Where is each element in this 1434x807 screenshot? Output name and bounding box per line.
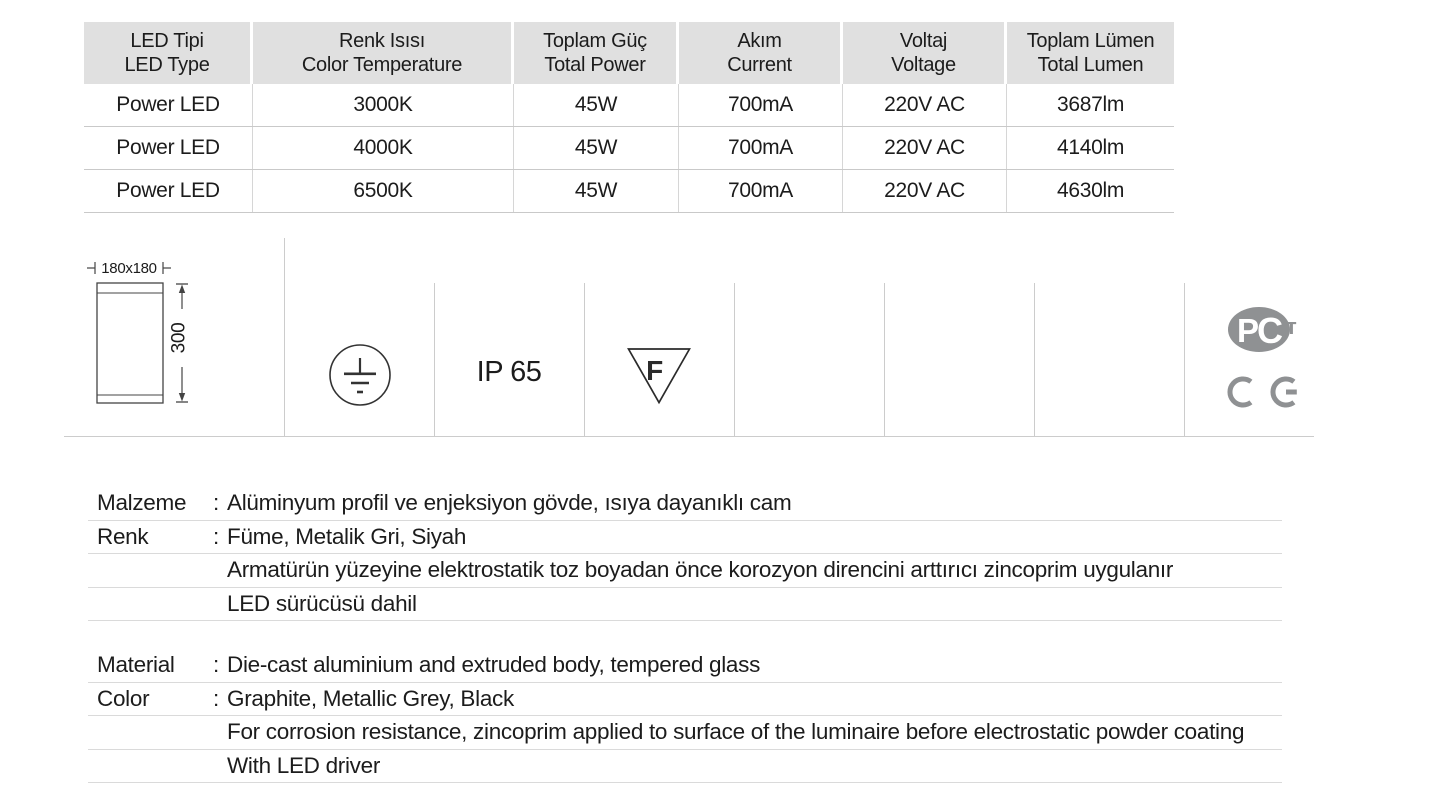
spec-line: Color : Graphite, Metallic Grey, Black xyxy=(88,683,1282,716)
spec-line: With LED driver xyxy=(88,750,1282,783)
table-cell: 45W xyxy=(514,170,679,212)
ce-mark-logo xyxy=(1227,376,1297,408)
specs-turkish: Malzeme : Alüminyum profil ve enjeksiyon… xyxy=(88,487,1282,621)
horizontal-divider xyxy=(64,436,1314,437)
spec-line: Material : Die-cast aluminium and extrud… xyxy=(88,649,1282,683)
column-header: LED Tipi LED Type xyxy=(84,22,253,84)
table-cell: Power LED xyxy=(84,127,253,169)
table-cell: 700mA xyxy=(679,127,843,169)
header-label-en: Total Power xyxy=(544,54,646,76)
earth-ground-icon xyxy=(329,344,391,406)
spec-line: For corrosion resistance, zincoprim appl… xyxy=(88,716,1282,750)
led-spec-table: LED Tipi LED Type Renk Isısı Color Tempe… xyxy=(84,22,1174,213)
spec-label: Material xyxy=(97,652,175,678)
pct-letter-t: т xyxy=(1286,314,1297,339)
section-divider xyxy=(734,283,735,436)
header-label-tr: Toplam Lümen xyxy=(1026,30,1155,52)
table-cell: 700mA xyxy=(679,84,843,126)
pct-letter-c: С xyxy=(1257,310,1283,351)
spec-value: Alüminyum profil ve enjeksiyon gövde, ıs… xyxy=(227,490,792,516)
spec-colon: : xyxy=(213,685,219,711)
table-cell: 700mA xyxy=(679,170,843,212)
table-row: Power LED 3000K 45W 700mA 220V AC 3687lm xyxy=(84,84,1174,127)
spec-line: Malzeme : Alüminyum profil ve enjeksiyon… xyxy=(88,487,1282,521)
spec-colon: : xyxy=(213,523,219,549)
column-header: Voltaj Voltage xyxy=(843,22,1007,84)
header-label-en: Color Temperature xyxy=(301,54,463,76)
ip-rating-label: IP 65 xyxy=(476,356,542,388)
spec-label: Malzeme xyxy=(97,490,187,516)
spec-value: With LED driver xyxy=(227,752,381,778)
column-header: Toplam Güç Total Power xyxy=(514,22,679,84)
spec-line: Renk : Füme, Metalik Gri, Siyah xyxy=(88,521,1282,554)
column-header: Akım Current xyxy=(679,22,843,84)
spec-value: LED sürücüsü dahil xyxy=(227,590,417,616)
height-dimension-label: 300 xyxy=(169,323,190,354)
table-cell: 3000K xyxy=(253,84,514,126)
spec-value: Armatürün yüzeyine elektrostatik toz boy… xyxy=(227,557,1174,583)
section-divider xyxy=(434,283,435,436)
header-label-tr: Renk Isısı xyxy=(339,30,425,52)
f-mark-letter: F xyxy=(646,355,663,386)
table-cell: Power LED xyxy=(84,170,253,212)
spec-line: LED sürücüsü dahil xyxy=(88,588,1282,621)
spec-colon: : xyxy=(213,652,219,678)
section-divider xyxy=(584,283,585,436)
table-cell: 3687lm xyxy=(1056,93,1125,116)
table-cell: 220V AC xyxy=(843,84,1007,126)
header-label-tr: Akım xyxy=(737,30,782,52)
gost-r-pct-certification-logo: Р С т xyxy=(1228,307,1297,352)
width-dimension-label: 180x180 xyxy=(101,260,156,277)
header-label-en: Current xyxy=(727,54,792,76)
table-cell: 45W xyxy=(514,84,679,126)
header-label-en: LED Type xyxy=(124,54,210,76)
spec-label: Color xyxy=(97,685,150,711)
table-row: Power LED 6500K 45W 700mA 220V AC 4630lm xyxy=(84,170,1174,213)
spec-value: Die-cast aluminium and extruded body, te… xyxy=(227,652,761,678)
specs-english: Material : Die-cast aluminium and extrud… xyxy=(88,649,1282,783)
column-header: Renk Isısı Color Temperature xyxy=(253,22,514,84)
header-label-en: Voltage xyxy=(891,54,956,76)
flammable-surface-f-icon: F xyxy=(627,348,691,405)
header-label-tr: LED Tipi xyxy=(130,30,204,52)
header-label-en: Total Lumen xyxy=(1037,54,1144,76)
table-cell: 4000K xyxy=(253,127,514,169)
table-cell: Power LED xyxy=(84,84,253,126)
table-cell: 220V AC xyxy=(843,127,1007,169)
spec-value: Graphite, Metallic Grey, Black xyxy=(227,685,514,711)
table-cell: 4630lm xyxy=(1056,179,1125,202)
spec-colon: : xyxy=(213,490,219,516)
column-header: Toplam Lümen Total Lumen xyxy=(1007,22,1174,84)
table-cell: 45W xyxy=(514,127,679,169)
table-cell: 220V AC xyxy=(843,170,1007,212)
section-divider xyxy=(284,238,285,436)
header-label-tr: Voltaj xyxy=(899,30,948,52)
table-cell: 6500K xyxy=(253,170,514,212)
spec-line: Armatürün yüzeyine elektrostatik toz boy… xyxy=(88,554,1282,588)
dimension-drawing: 180x180 300 xyxy=(87,260,190,404)
spec-value: Füme, Metalik Gri, Siyah xyxy=(227,523,467,549)
table-row: Power LED 4000K 45W 700mA 220V AC 4140lm xyxy=(84,127,1174,170)
spec-value: For corrosion resistance, zincoprim appl… xyxy=(227,719,1245,745)
table-header-row: LED Tipi LED Type Renk Isısı Color Tempe… xyxy=(84,22,1174,84)
spec-label: Renk xyxy=(97,523,149,549)
section-divider xyxy=(1184,283,1185,436)
section-divider xyxy=(884,283,885,436)
pct-letter-p: Р xyxy=(1237,312,1259,349)
header-label-tr: Toplam Güç xyxy=(543,30,647,52)
section-divider xyxy=(1034,283,1035,436)
table-cell: 4140lm xyxy=(1056,136,1125,159)
